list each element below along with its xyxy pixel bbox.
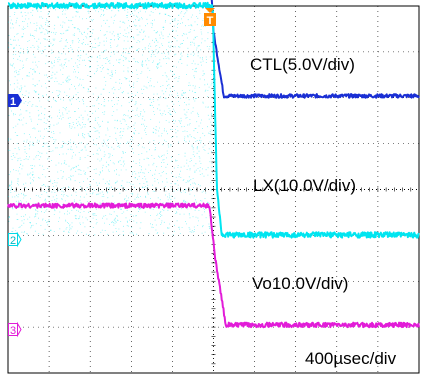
series-label-lx: LX(10.0V/div) — [253, 176, 356, 195]
channel-1-marker: 1 — [8, 94, 22, 108]
channel-2-marker: 2 — [8, 231, 22, 248]
channel-3-marker-label: 3 — [10, 325, 16, 337]
trace-layer — [7, 0, 420, 329]
level-arrow-ch1 — [408, 93, 412, 99]
series-label-ctl: CTL(5.0V/div) — [250, 55, 355, 74]
lx-switching-band — [8, 5, 215, 236]
trace-ch3 — [7, 202, 420, 329]
time-scale-label: 400µsec/div — [305, 349, 397, 368]
channel-1-marker-label: 1 — [10, 96, 16, 108]
trace-ch2 — [7, 1, 420, 239]
channel-2-marker-label: 2 — [10, 235, 16, 247]
channel-3-marker: 3 — [8, 321, 22, 338]
lx-switching-noise — [8, 5, 215, 236]
trigger-marker: T — [204, 8, 216, 27]
trigger-marker-label: T — [207, 15, 214, 27]
series-label-vo: Vo10.0V/div) — [252, 274, 348, 293]
